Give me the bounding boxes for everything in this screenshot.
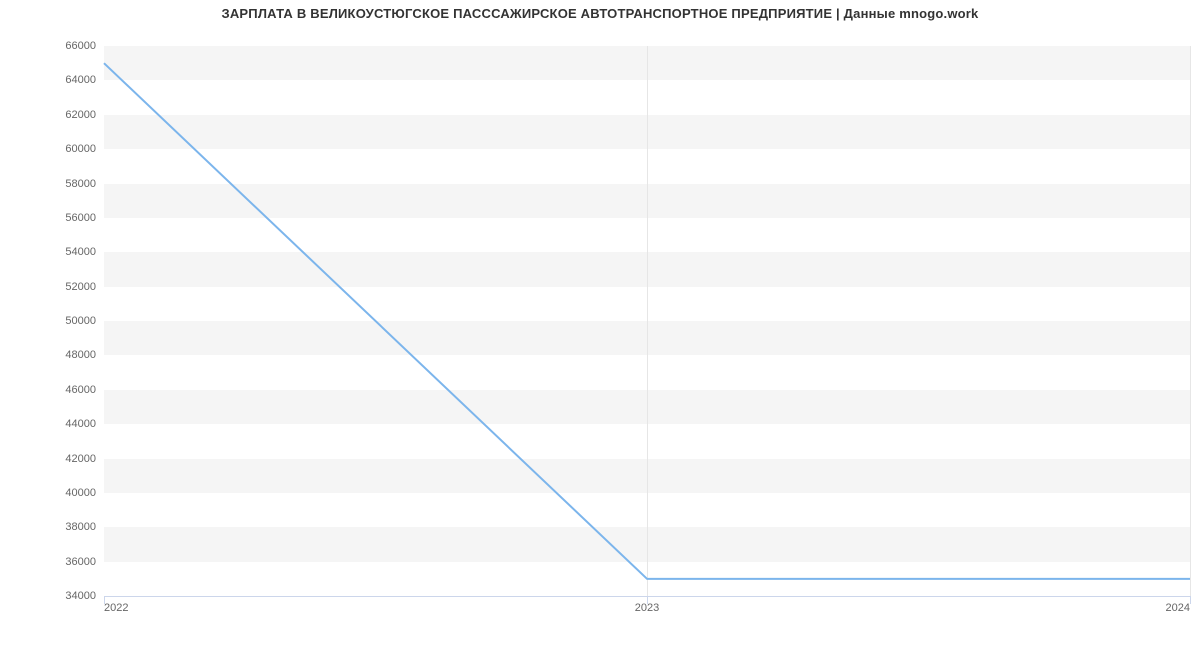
- y-axis-label: 54000: [65, 246, 96, 258]
- chart-title: ЗАРПЛАТА В ВЕЛИКОУСТЮГСКОЕ ПАСССАЖИРСКОЕ…: [0, 6, 1200, 21]
- y-axis-label: 62000: [65, 109, 96, 121]
- y-axis-label: 44000: [65, 418, 96, 430]
- x-axis-label: 2022: [104, 602, 128, 614]
- chart-container: ЗАРПЛАТА В ВЕЛИКОУСТЮГСКОЕ ПАСССАЖИРСКОЕ…: [0, 0, 1200, 650]
- y-axis-label: 46000: [65, 384, 96, 396]
- x-axis-label: 2023: [635, 602, 659, 614]
- y-axis-label: 58000: [65, 178, 96, 190]
- series-line: [104, 63, 1190, 579]
- y-axis-label: 48000: [65, 349, 96, 361]
- y-axis-label: 52000: [65, 281, 96, 293]
- y-axis-label: 60000: [65, 143, 96, 155]
- y-axis-label: 36000: [65, 556, 96, 568]
- y-axis-label: 34000: [65, 590, 96, 602]
- plot-area: 3400036000380004000042000440004600048000…: [104, 46, 1190, 596]
- y-axis-label: 56000: [65, 212, 96, 224]
- y-axis-label: 64000: [65, 74, 96, 86]
- x-grid-line: [1190, 46, 1191, 596]
- y-axis-label: 42000: [65, 453, 96, 465]
- y-axis-label: 66000: [65, 40, 96, 52]
- y-axis-label: 38000: [65, 521, 96, 533]
- x-axis-label: 2024: [1166, 602, 1190, 614]
- y-axis-label: 50000: [65, 315, 96, 327]
- x-tick: [1190, 596, 1191, 604]
- line-layer: [104, 46, 1190, 596]
- y-axis-label: 40000: [65, 487, 96, 499]
